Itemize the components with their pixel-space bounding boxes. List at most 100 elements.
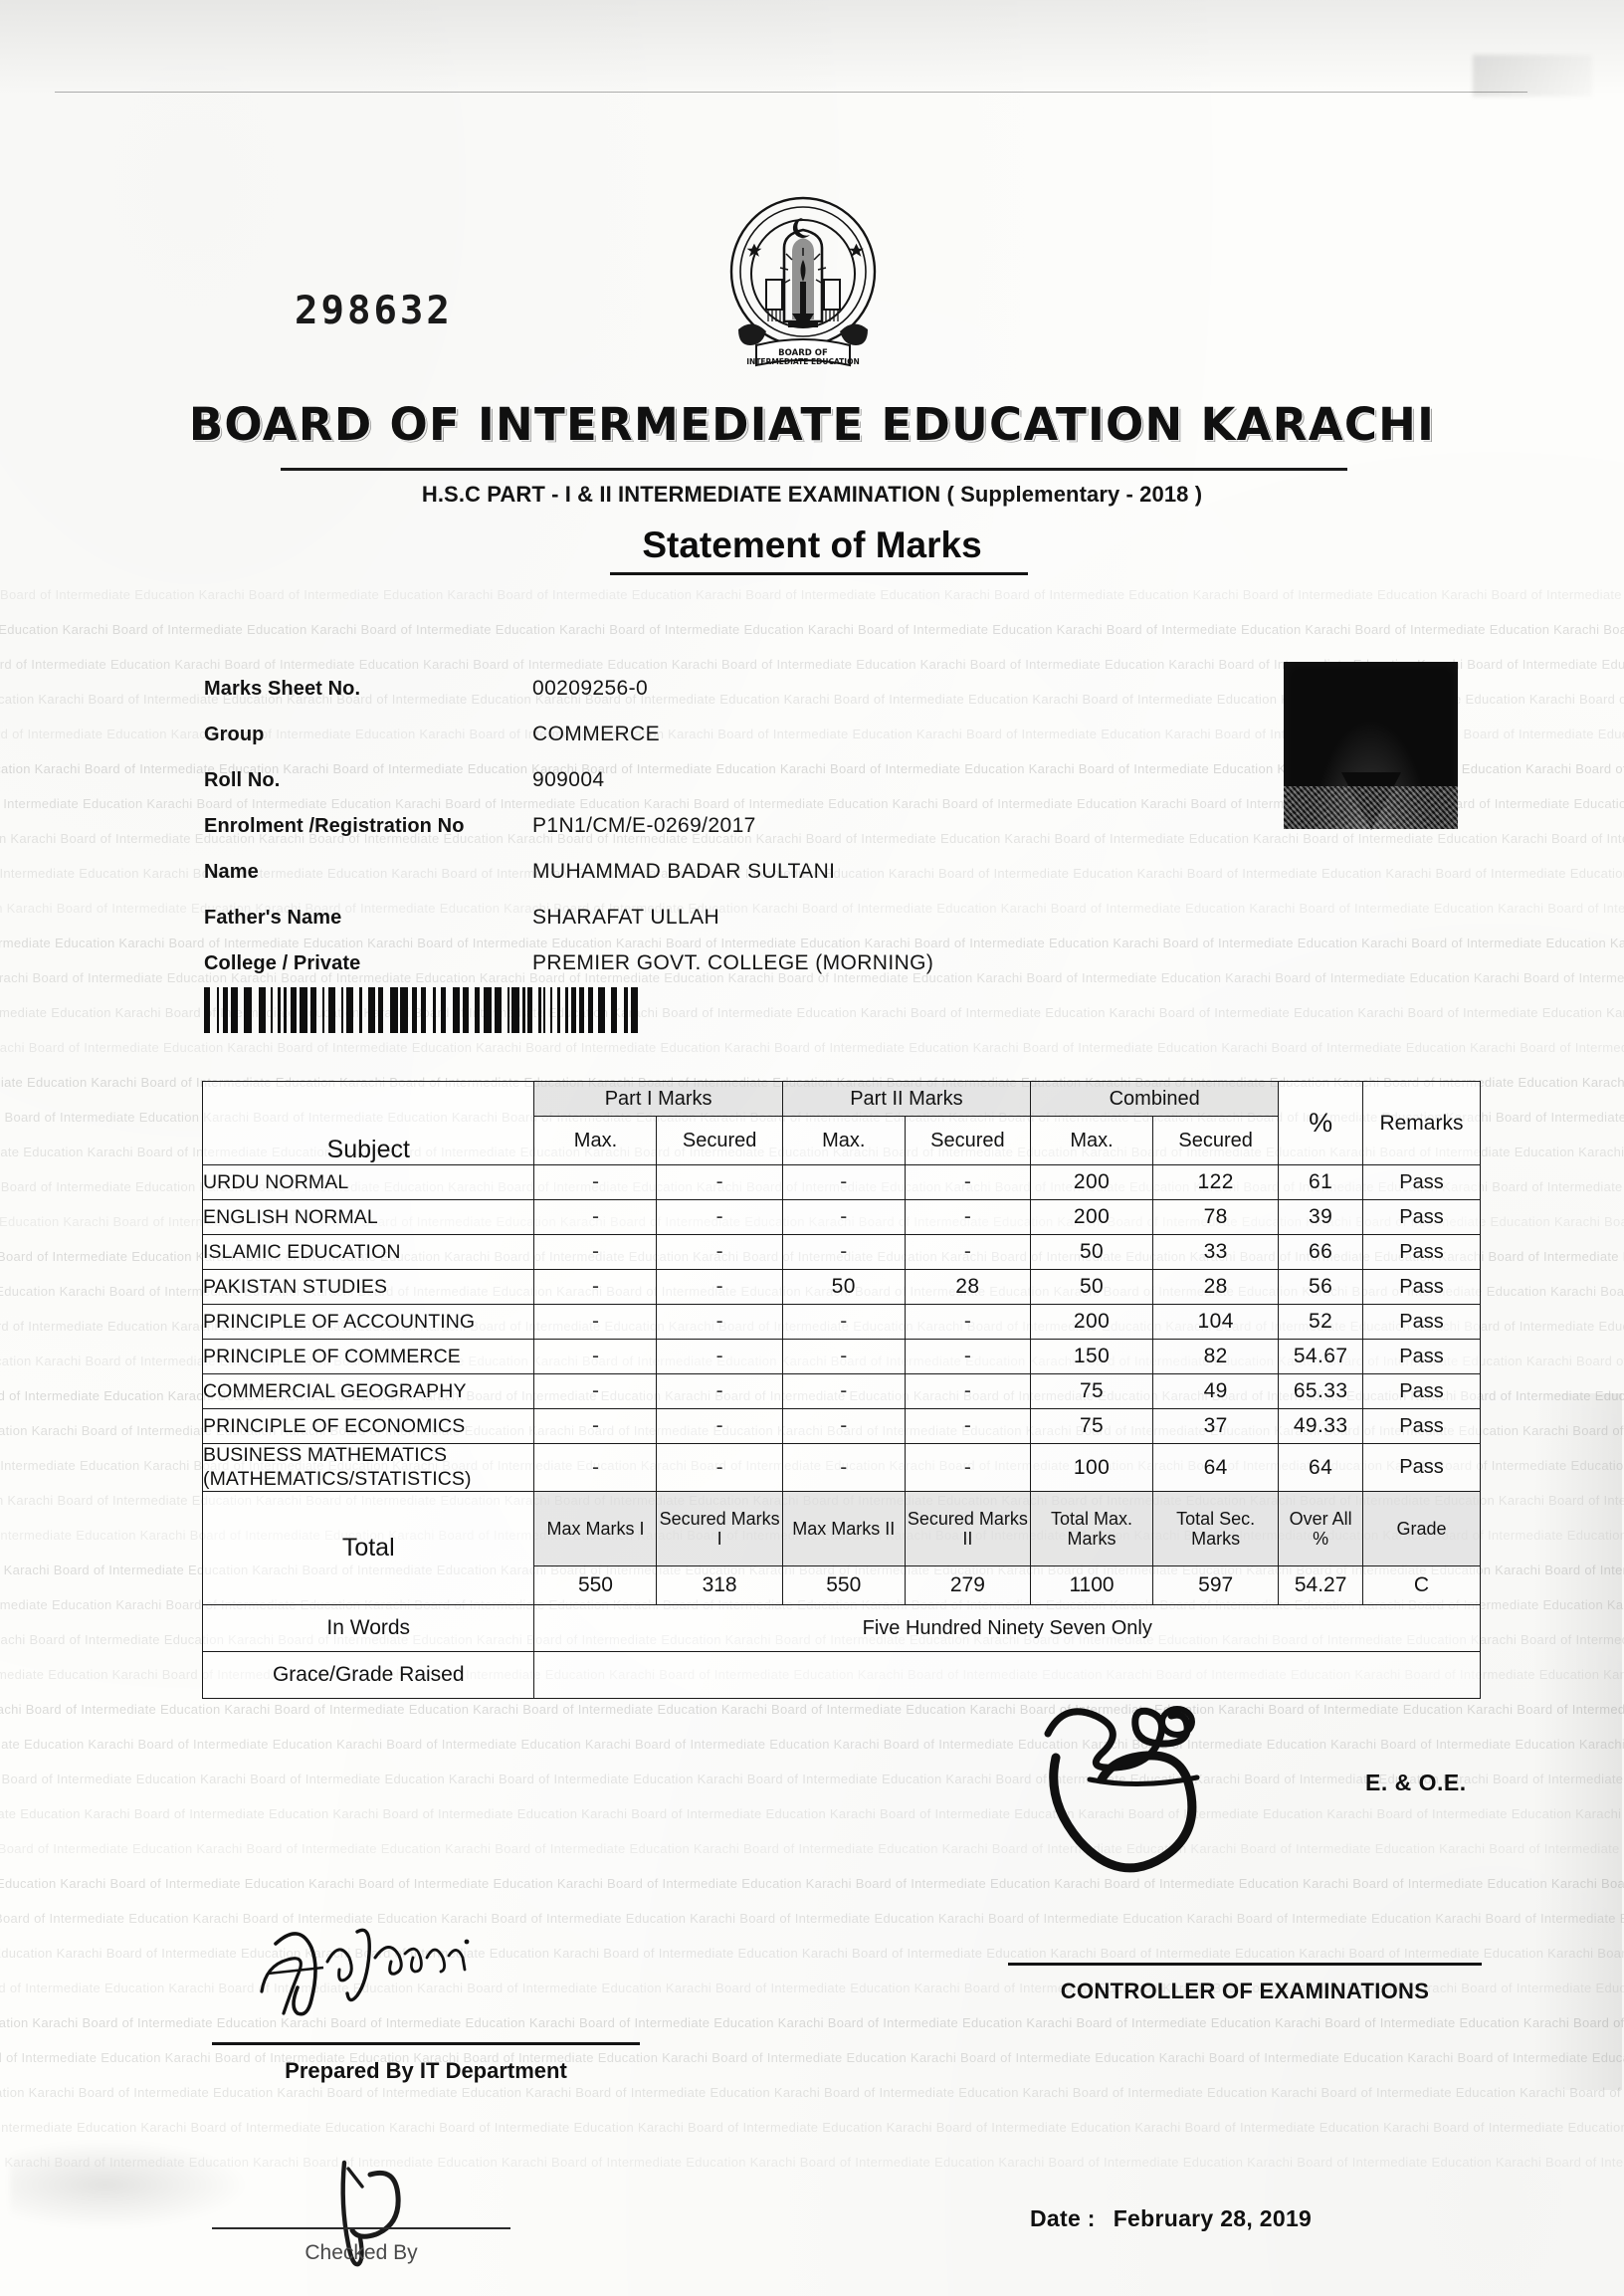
cell-part1-secured: - xyxy=(656,1304,783,1340)
cell-combined-max: 150 xyxy=(1030,1339,1154,1374)
checked-by-label: Checked By xyxy=(304,2241,418,2264)
scan-edge-line xyxy=(55,92,1527,93)
cell-combined-secured: 104 xyxy=(1152,1304,1280,1340)
cell-part2-secured: - xyxy=(904,1304,1032,1340)
barcode-bar xyxy=(598,987,605,1033)
cell-part2-max: - xyxy=(781,1443,906,1492)
cell-combined-secured: 82 xyxy=(1152,1339,1280,1374)
table-row: URDU NORMAL - - - -200 122 61 Pass xyxy=(201,1164,1482,1200)
column-subheader-combined-secured: Secured xyxy=(1152,1116,1280,1165)
issue-date: Date : February 28, 2019 xyxy=(1030,2205,1312,2232)
barcode-bar xyxy=(495,987,502,1033)
barcode-bar xyxy=(463,987,469,1033)
barcode-bar xyxy=(453,987,460,1033)
watermark-line: Board of Intermediate Education Karachi … xyxy=(0,2015,1624,2030)
cell-part2-max: - xyxy=(781,1373,906,1409)
table-row: PRINCIPLE OF COMMERCE - - - -150 82 54.67 Pass xyxy=(201,1339,1482,1374)
watermark-line: Board of Intermediate Education Karachi … xyxy=(0,1911,1624,1926)
barcode-bar xyxy=(550,987,552,1033)
column-subheader-part1-max: Max. xyxy=(533,1116,658,1165)
cell-percent: 54.67 xyxy=(1278,1339,1363,1374)
barcode-bar xyxy=(291,987,297,1033)
subject-name: ENGLISH NORMAL xyxy=(203,1205,378,1228)
total-header-grade: Grade xyxy=(1361,1491,1482,1566)
barcode-bar xyxy=(359,987,362,1033)
total-value-overall-percent: 54.27 xyxy=(1278,1565,1363,1605)
checked-by-signature xyxy=(318,2145,448,2274)
cell-part2-secured: - xyxy=(904,1339,1032,1374)
barcode-bar xyxy=(368,987,375,1033)
column-group-header-combined: Combined xyxy=(1030,1081,1280,1117)
student-info-row: Group COMMERCE xyxy=(204,723,1100,768)
watermark-line: Board of Intermediate Education Karachi … xyxy=(0,587,1624,602)
subject-name-secondary: (MATHEMATICS/STATISTICS) xyxy=(203,1468,472,1490)
barcode-bar xyxy=(571,987,576,1033)
student-info-label: Marks Sheet No. xyxy=(204,678,361,700)
student-info-row: College / Private PREMIER GOVT. COLLEGE (… xyxy=(204,951,1100,997)
cell-part2-secured: - xyxy=(904,1234,1032,1270)
watermark-line: Board of Intermediate Education Karachi … xyxy=(0,2120,1624,2135)
barcode-bar xyxy=(231,987,238,1033)
subject-name-cell: PRINCIPLE OF COMMERCE xyxy=(201,1339,535,1374)
barcode-bar xyxy=(421,987,426,1033)
svg-text:INTERMEDIATE EDUCATION: INTERMEDIATE EDUCATION xyxy=(746,357,859,366)
barcode-bar xyxy=(508,987,509,1033)
subject-name-cell: PAKISTAN STUDIES xyxy=(201,1269,535,1305)
barcode-bar xyxy=(624,987,628,1033)
cell-part1-secured: - xyxy=(656,1234,783,1270)
student-info-row: Father's Name SHARAFAT ULLAH xyxy=(204,906,1100,951)
total-header-max-marks-1: Max Marks I xyxy=(533,1491,658,1566)
student-info-label: College / Private xyxy=(204,952,361,974)
prepared-by-label: Prepared By IT Department xyxy=(285,2058,567,2083)
page-title: BOARD OF INTERMEDIATE EDUCATION KARACHI xyxy=(188,398,1436,451)
table-row: ISLAMIC EDUCATION - - - -50 33 66 Pass xyxy=(201,1234,1482,1270)
subject-name: URDU NORMAL xyxy=(203,1170,349,1193)
serial-number: 298632 xyxy=(295,289,453,333)
cell-part2-secured: - xyxy=(904,1373,1032,1409)
subject-name-cell: ISLAMIC EDUCATION xyxy=(201,1234,535,1270)
watermark-line: Board of Intermediate Education Karachi … xyxy=(0,1806,1624,1821)
scan-edge-shadow xyxy=(0,0,1624,96)
watermark-line: Board of Intermediate Education Karachi … xyxy=(0,1946,1624,1961)
barcode-bar xyxy=(223,987,228,1033)
student-info-label: Roll No. xyxy=(204,769,281,791)
barcode-bar xyxy=(284,987,287,1033)
cell-part2-max: - xyxy=(781,1304,906,1340)
barcode-bar xyxy=(412,987,417,1033)
total-value-grade: C xyxy=(1361,1565,1482,1605)
total-value-total-max-marks: 1100 xyxy=(1030,1565,1154,1605)
cell-part1-max: - xyxy=(533,1304,658,1340)
subject-name: PAKISTAN STUDIES xyxy=(203,1275,388,1298)
total-header-row: Total Max Marks I Secured Marks I Max Marks… xyxy=(201,1491,1482,1605)
statement-title: Statement of Marks xyxy=(642,524,982,565)
total-header-max-marks-2: Max Marks II xyxy=(781,1491,906,1566)
watermark-line: Board of Intermediate Education Karachi … xyxy=(0,2085,1624,2100)
cell-percent: 61 xyxy=(1278,1164,1363,1200)
prepared-by-signature xyxy=(254,1896,522,2025)
controller-signature xyxy=(1030,1682,1279,1891)
barcode-bar xyxy=(579,987,584,1033)
student-info-value: COMMERCE xyxy=(532,723,661,745)
total-header-total-secured-marks: Total Sec. Marks xyxy=(1152,1491,1280,1566)
cell-combined-secured: 37 xyxy=(1152,1408,1280,1444)
table-header-row: Subject Part I Marks Part II Marks Combined… xyxy=(201,1081,1482,1165)
svg-text:BOARD OF: BOARD OF xyxy=(778,348,828,358)
scan-artifact-bottom-left xyxy=(10,2140,249,2229)
title-underline xyxy=(281,468,1347,471)
barcode-bar xyxy=(328,987,335,1033)
student-info-block: Marks Sheet No. 00209256-0 Group COMMERCE Ro… xyxy=(204,677,1100,997)
cell-remarks: Pass xyxy=(1361,1234,1482,1270)
table-row: PAKISTAN STUDIES - -50 28 50 28 56 Pass xyxy=(201,1269,1482,1305)
cell-combined-max: 50 xyxy=(1030,1234,1154,1270)
student-info-value: P1N1/CM/E-0269/2017 xyxy=(532,814,756,837)
column-subheader-part2-max: Max. xyxy=(781,1116,906,1165)
subject-name: BUSINESS MATHEMATICS xyxy=(203,1444,448,1466)
grace-label: Grace/Grade Raised xyxy=(201,1651,535,1699)
watermark-line: Board of Intermediate Education Karachi … xyxy=(0,1841,1624,1856)
watermark-line: Board of Intermediate Education Karachi … xyxy=(0,1702,1624,1717)
barcode-bar xyxy=(475,987,480,1033)
cell-part2-secured: - xyxy=(904,1408,1032,1444)
exam-subtitle: H.S.C PART - I & II INTERMEDIATE EXAMINA… xyxy=(421,482,1203,507)
cell-combined-max: 75 xyxy=(1030,1373,1154,1409)
